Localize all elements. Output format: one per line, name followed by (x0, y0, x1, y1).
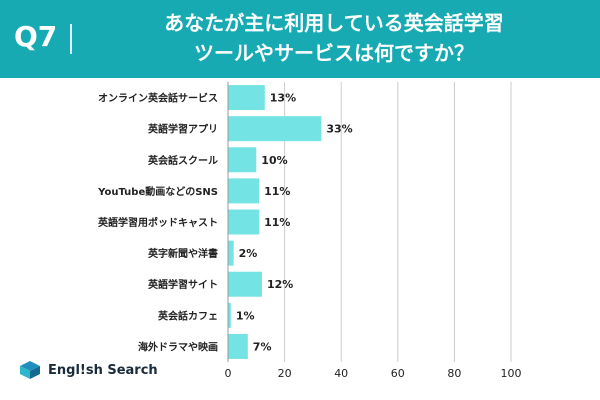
value-label: 11% (264, 216, 290, 229)
x-tick-label: 80 (447, 367, 461, 380)
category-label: 英字新聞や洋書 (147, 247, 218, 260)
value-label: 11% (264, 185, 290, 198)
bar (228, 271, 262, 297)
logo-text: Engl!sh Search (48, 362, 158, 378)
bar (228, 85, 265, 111)
x-tick-label: 20 (278, 367, 292, 380)
category-label: 英会話スクール (147, 154, 218, 167)
x-tick-label: 100 (501, 367, 522, 380)
category-label: 英語学習アプリ (147, 123, 218, 136)
bar (228, 240, 234, 266)
x-tick-label: 0 (225, 367, 232, 380)
value-label: 10% (261, 154, 287, 167)
category-label: 海外ドラマや映画 (138, 340, 218, 353)
value-label: 1% (236, 309, 255, 322)
value-label: 7% (253, 340, 272, 353)
bar (228, 116, 322, 142)
bar (228, 333, 248, 359)
category-label: 英会話カフェ (157, 309, 218, 322)
x-tick-label: 40 (334, 367, 348, 380)
bar (228, 147, 257, 173)
bar (228, 302, 231, 328)
book-icon (20, 361, 40, 379)
bar (228, 209, 260, 235)
header-banner: Q7 あなたが主に利用している英会話学習 ツールやサービスは何ですか？ (0, 0, 600, 78)
category-label: 英語学習サイト (147, 278, 218, 291)
category-label: 英語学習用ポッドキャスト (97, 216, 218, 229)
question-title: あなたが主に利用している英会話学習 ツールやサービスは何ですか？ (84, 8, 584, 68)
category-label: YouTube動画などのSNS (97, 185, 218, 198)
x-tick-label: 60 (391, 367, 405, 380)
bar (228, 178, 260, 204)
category-label: オンライン英会話サービス (98, 92, 218, 105)
value-label: 13% (270, 92, 296, 105)
question-number: Q7 (14, 20, 58, 53)
value-label: 12% (267, 278, 293, 291)
value-label: 33% (326, 123, 352, 136)
title-line-2: ツールやサービスは何ですか？ (194, 41, 474, 65)
header-divider (70, 24, 72, 54)
logo: Engl!sh Search (18, 358, 158, 382)
value-label: 2% (239, 247, 258, 260)
title-line-1: あなたが主に利用している英会話学習 (164, 11, 504, 35)
